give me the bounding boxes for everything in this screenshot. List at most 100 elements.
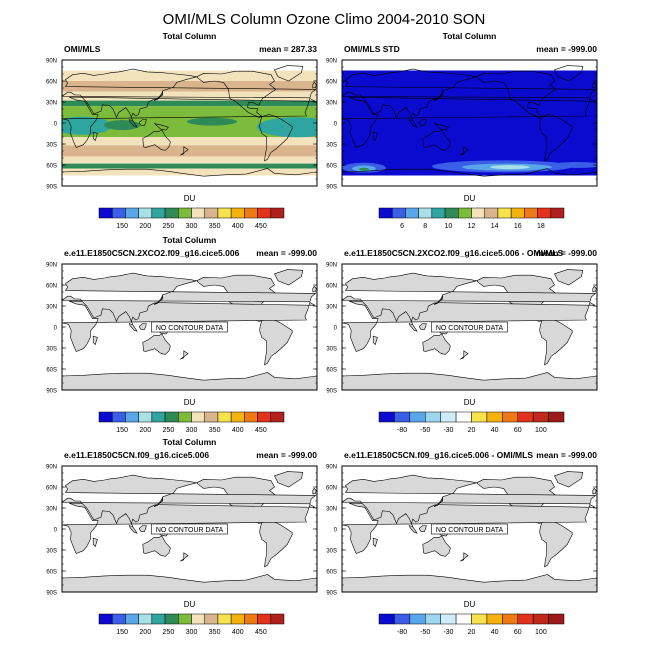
lat-tick-label: 90S — [46, 185, 57, 191]
lat-tick-label: 0 — [54, 528, 58, 534]
colorbar-units-label: DU — [184, 398, 196, 407]
field-band — [62, 145, 317, 157]
madagascar-shape — [372, 335, 378, 346]
colorbar-tick-label: -80 — [397, 629, 407, 636]
lat-tick-label: 30S — [46, 549, 57, 555]
no-data-text: NO CONTOUR DATA — [156, 325, 224, 332]
colorbar-swatch — [532, 411, 549, 423]
panel-right-title: mean = -999.00 — [256, 450, 317, 460]
australia-shape — [422, 129, 451, 151]
borneo-shape — [138, 525, 147, 533]
field-patch — [187, 117, 237, 126]
lat-tick-label: 90N — [46, 465, 57, 471]
eurasia-shape — [342, 474, 597, 528]
missing-data-band — [62, 60, 317, 71]
antarctica-shape — [342, 574, 597, 592]
field-patch — [490, 165, 530, 170]
colorbar-swatch — [425, 411, 441, 423]
colorbar-tick-label: 20 — [468, 427, 476, 434]
map-interior — [62, 466, 317, 592]
panel-left-title: e.e11.E1850C5CN.f09_g16.cice5.006 — [64, 450, 209, 460]
colorbar-tick-label: 100 — [535, 629, 547, 636]
colorbar-tick-label: 400 — [232, 629, 244, 636]
panel-right-title: mean = -999.00 — [256, 248, 317, 258]
japan-shape — [433, 91, 443, 101]
colorbar-swatch — [486, 411, 503, 423]
map-panel: Total Column OMI/MLS STD mean = -999.00 90N… — [326, 31, 598, 230]
colorbar-tick-label: 350 — [209, 223, 221, 230]
lat-tick-label: 90N — [326, 465, 337, 471]
field-patch — [104, 120, 140, 131]
colorbar-swatch — [257, 411, 272, 423]
colorbar-tick-label: 200 — [139, 427, 151, 434]
lat-tick-label: 0 — [334, 528, 338, 534]
colorbar-swatch — [204, 613, 219, 625]
borneo-shape — [138, 323, 147, 331]
eurasia-shape — [342, 272, 597, 326]
colorbar-swatch — [471, 613, 488, 625]
colorbar-swatch — [502, 411, 519, 423]
antarctica-shape — [62, 372, 317, 390]
sumatra-shape — [408, 322, 418, 332]
australia-shape — [422, 333, 451, 355]
colorbar-swatch — [191, 411, 205, 423]
colorbar-swatch — [486, 613, 503, 625]
greenland-shape — [274, 65, 304, 82]
colorbar-swatch — [204, 207, 219, 219]
colorbar-swatch — [458, 207, 472, 219]
colorbar-tick-label: -50 — [420, 427, 430, 434]
colorbar-swatch — [517, 613, 534, 625]
field-band — [62, 91, 317, 101]
no-data-text: NO CONTOUR DATA — [156, 527, 224, 534]
north-america-shape — [476, 70, 557, 118]
colorbar-swatch — [510, 207, 525, 219]
lat-tick-label: 60S — [326, 164, 337, 170]
africa-shape — [62, 502, 316, 554]
colorbar-swatch — [138, 613, 153, 625]
new-zealand-shape — [180, 350, 189, 360]
lat-tick-label: 90S — [46, 591, 57, 597]
antarctica-shape — [342, 372, 597, 390]
no-data-box — [431, 321, 508, 333]
north-america-shape — [196, 70, 277, 118]
no-data-box — [151, 523, 228, 535]
missing-data-band — [342, 175, 597, 186]
colorbar-swatch — [524, 207, 538, 219]
field-band — [62, 100, 317, 107]
lat-tick-label: 30S — [326, 347, 337, 353]
colorbar-swatch — [217, 613, 232, 625]
colorbar-swatch — [138, 411, 153, 423]
colorbar-swatch — [431, 207, 446, 219]
colorbar-swatch — [111, 411, 126, 423]
south-america-shape — [259, 318, 293, 366]
colorbar-swatch — [378, 207, 393, 219]
colorbar-tick-label: -30 — [443, 629, 453, 636]
colorbar-swatch — [178, 411, 192, 423]
lat-tick-label: 90S — [326, 185, 337, 191]
map-panel: Total Column e.e11.E1850C5CN.2XCO2.f09_g1… — [46, 235, 318, 434]
colorbar-swatch — [497, 207, 512, 219]
colorbar-tick-label: 150 — [116, 223, 128, 230]
australia-shape — [142, 129, 171, 151]
colorbar-tick-label: 300 — [186, 223, 198, 230]
colorbar-units-label: DU — [464, 600, 476, 609]
colorbar-tick-label: 14 — [491, 223, 499, 230]
panel-center-title: Total Column — [163, 437, 217, 447]
britain-shape — [312, 285, 317, 293]
lat-tick-label: 60S — [326, 570, 337, 576]
eurasia-shape — [62, 474, 317, 528]
lat-tick-label: 60S — [46, 570, 57, 576]
britain-shape — [312, 487, 317, 495]
madagascar-shape — [372, 537, 378, 548]
map-panel: Total Column OMI/MLS mean = 287.33 90N 60N 30… — [46, 31, 318, 230]
colorbar-tick-label: 18 — [537, 223, 545, 230]
no-data-text: NO CONTOUR DATA — [436, 325, 504, 332]
colorbar-tick-label: 400 — [232, 427, 244, 434]
colorbar-swatch — [550, 207, 565, 219]
field-patch — [257, 117, 317, 138]
colorbar-swatch — [440, 411, 457, 423]
field-patch — [552, 162, 597, 168]
antarctica-shape — [342, 168, 597, 186]
colorbar-tick-label: 250 — [163, 427, 175, 434]
colorbar-swatch — [191, 207, 205, 219]
